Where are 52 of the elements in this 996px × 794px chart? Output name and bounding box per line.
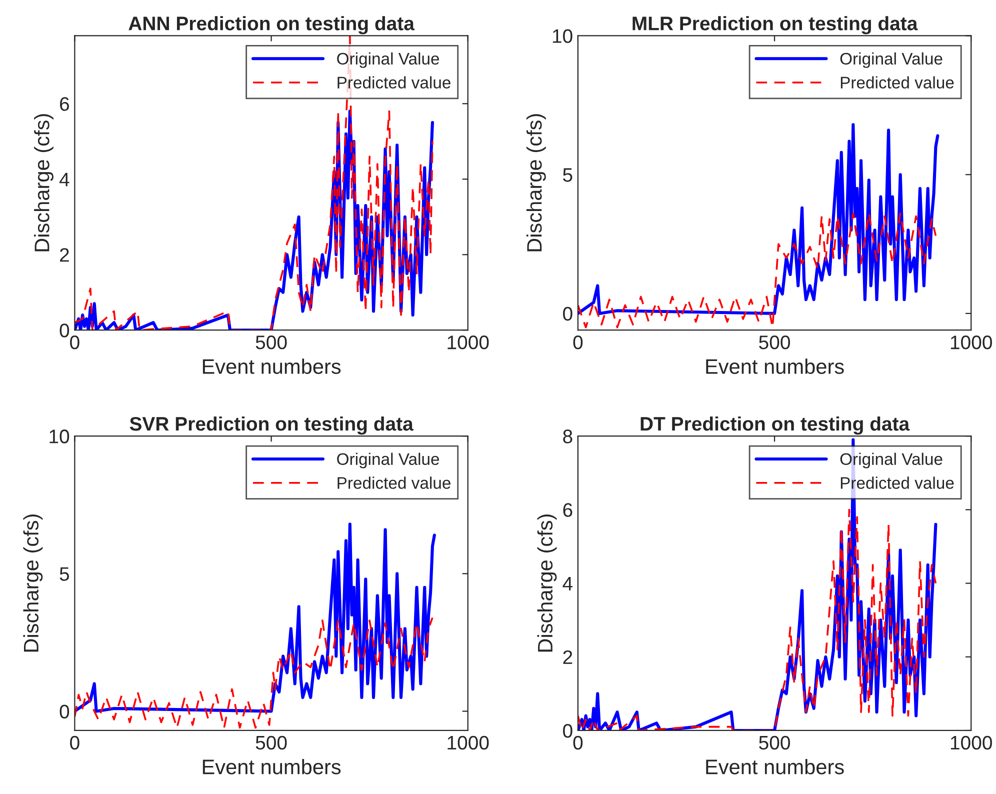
x-tick-label: 0 xyxy=(573,335,583,350)
x-tick-label: 0 xyxy=(70,736,80,750)
x-tick-label: 500 xyxy=(256,335,287,350)
legend-label: Original Value xyxy=(337,52,440,68)
legend-label: Original Value xyxy=(840,452,942,468)
x-tick-label: 1000 xyxy=(448,736,489,750)
x-tick-label: 0 xyxy=(70,335,80,350)
legend-label: Original Value xyxy=(337,452,440,468)
x-tick-label: 1000 xyxy=(950,736,992,750)
x-tick-label: 500 xyxy=(759,335,790,350)
y-tick-label: 2 xyxy=(563,650,572,664)
legend-label: Original Value xyxy=(840,52,942,68)
y-tick-label: 0 xyxy=(563,306,572,321)
x-tick-label: 500 xyxy=(256,736,287,750)
y-tick-label: 5 xyxy=(563,168,572,182)
y-tick-label: 0 xyxy=(60,324,70,338)
y-tick-label: 0 xyxy=(60,704,70,718)
y-tick-label: 4 xyxy=(562,576,573,590)
x-tick-label: 0 xyxy=(573,736,583,750)
y-tick-label: 10 xyxy=(552,29,572,43)
chart-title: DT Prediction on testing data xyxy=(640,416,910,435)
x-tick-label: 500 xyxy=(759,736,790,750)
y-tick-label: 5 xyxy=(60,567,70,581)
y-tick-label: 10 xyxy=(50,430,70,444)
x-axis-title: Event numbers xyxy=(202,759,341,774)
x-tick-label: 1000 xyxy=(950,335,992,350)
y-tick-label: 4 xyxy=(59,172,70,186)
y-axis-title: Discharge (cfs) xyxy=(537,514,557,652)
y-tick-label: 6 xyxy=(563,503,572,517)
legend-label: Predicted value xyxy=(338,76,450,89)
y-axis-title: Discharge (cfs) xyxy=(34,114,54,252)
y-tick-label: 8 xyxy=(563,430,572,444)
x-axis-title: Event numbers xyxy=(706,358,844,374)
y-tick-label: 0 xyxy=(563,724,572,738)
legend-label: Predicted value xyxy=(338,476,450,489)
y-axis-title: Discharge (cfs) xyxy=(23,514,43,652)
line-series xyxy=(578,508,937,730)
legend-label: Predicted value xyxy=(840,476,954,489)
y-tick-label: 2 xyxy=(60,248,69,262)
line-series xyxy=(74,522,436,713)
legend-label: Predicted value xyxy=(840,76,954,89)
line-series xyxy=(578,212,937,328)
line-series xyxy=(578,123,940,315)
chart-title: ANN Prediction on testing data xyxy=(128,16,415,34)
line-series xyxy=(74,616,434,729)
x-axis-title: Event numbers xyxy=(706,759,844,774)
x-tick-label: 1000 xyxy=(448,335,489,350)
chart-title: MLR Prediction on testing data xyxy=(632,16,918,34)
y-tick-label: 6 xyxy=(60,97,69,111)
y-axis-title: Discharge (cfs) xyxy=(526,114,546,252)
chart-title: SVR Prediction on testing data xyxy=(130,416,414,435)
x-axis-title: Event numbers xyxy=(202,358,341,374)
